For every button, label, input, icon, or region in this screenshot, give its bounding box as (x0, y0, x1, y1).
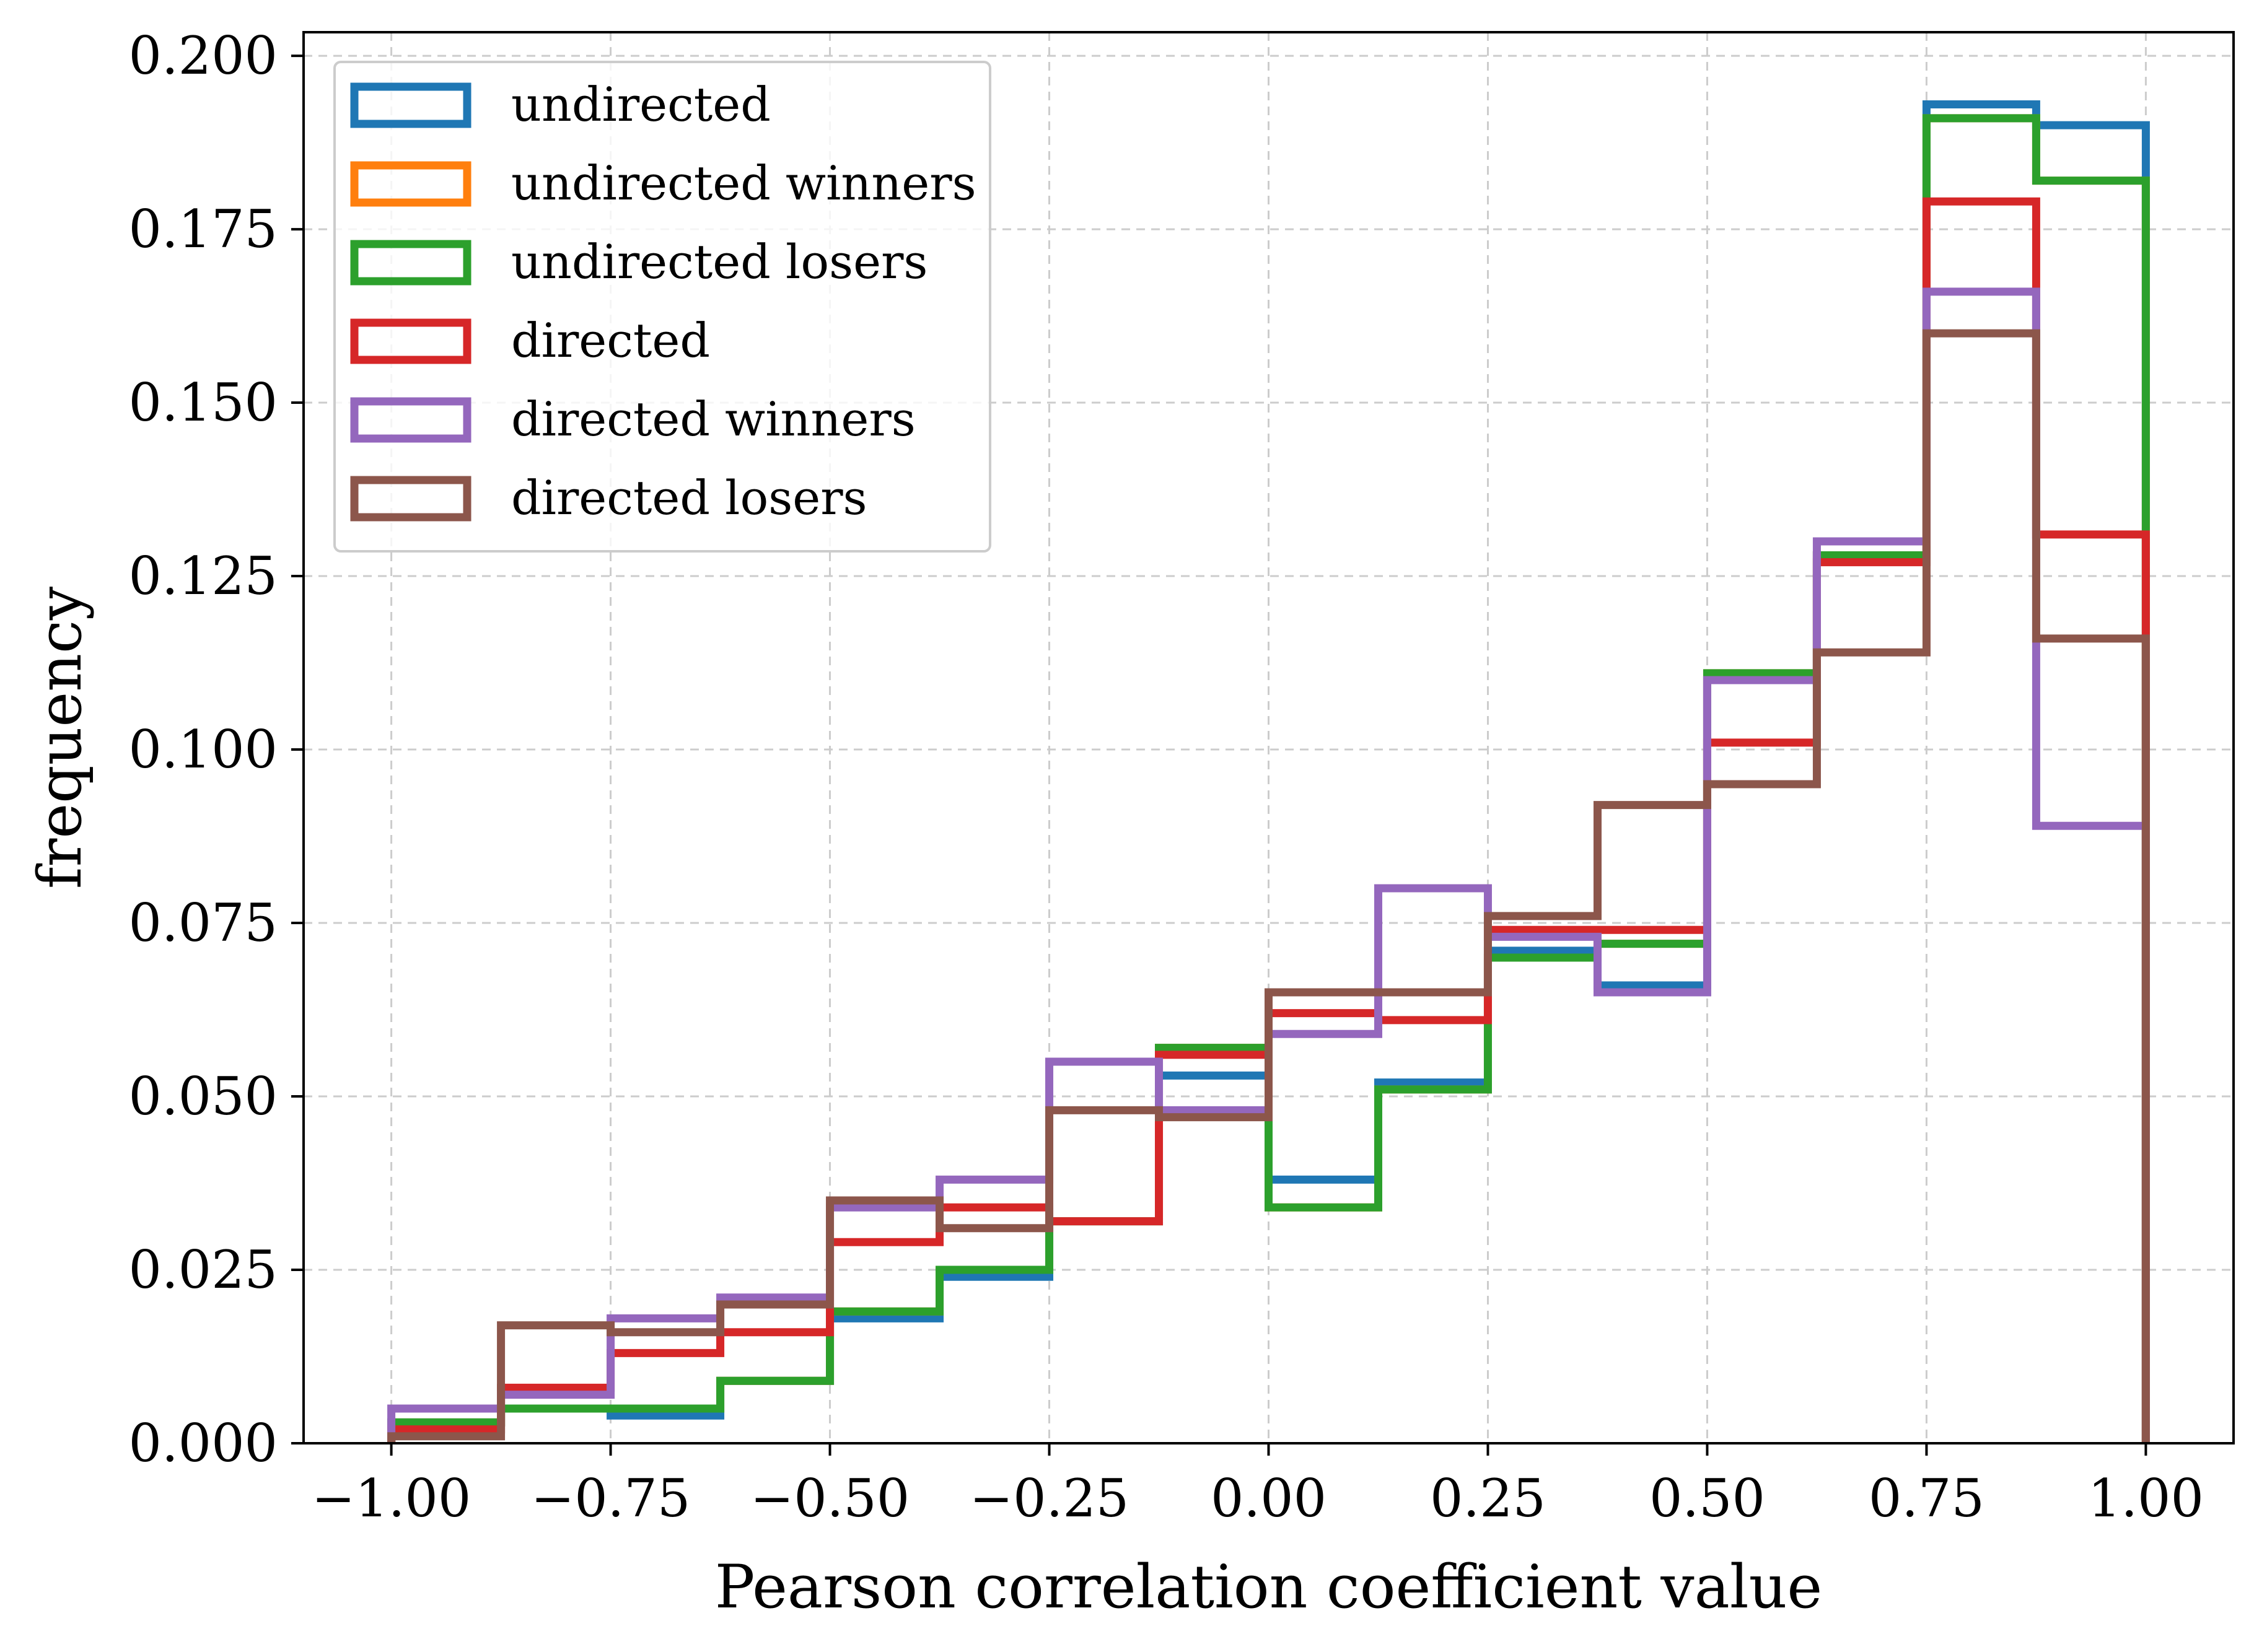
x-tick-label: 0.00 (1211, 1468, 1327, 1529)
legend-swatch (350, 240, 471, 286)
y-tick-label: 0.150 (129, 372, 278, 433)
x-tick-label: 0.75 (1869, 1468, 1984, 1529)
legend-swatch (350, 476, 471, 522)
x-tick-label: 1.00 (2088, 1468, 2204, 1529)
legend-label: directed (511, 313, 710, 368)
legend-label: directed losers (511, 470, 867, 525)
x-tick-label: −1.00 (312, 1468, 471, 1529)
x-tick-label: 0.25 (1430, 1468, 1546, 1529)
x-axis-label: Pearson correlation coefficient value (715, 1552, 1822, 1622)
legend-label: undirected losers (511, 234, 927, 289)
y-tick-label: 0.100 (129, 719, 278, 780)
legend-swatch (350, 397, 471, 443)
legend-label: undirected winners (511, 155, 976, 211)
x-tick-label: 0.50 (1649, 1468, 1765, 1529)
x-tick-label: −0.50 (750, 1468, 910, 1529)
legend-swatch (350, 161, 471, 207)
histogram-step-line (387, 114, 2150, 1443)
y-axis-label: frequency (25, 587, 95, 889)
axis-ticks: −1.00 −0.75 −0.50 −0.25 0.00 0.25 0.50 0.75 1.00… (129, 25, 2204, 1529)
x-tick-label: −0.75 (531, 1468, 690, 1529)
legend-label: undirected (511, 77, 771, 132)
legend-box (333, 61, 991, 553)
legend-label: directed winners (511, 391, 916, 447)
legend-swatch (350, 82, 471, 128)
legend-items: undirected undirected winners undirected l… (350, 77, 976, 525)
y-tick-label: 0.125 (129, 546, 278, 606)
y-tick-label: 0.025 (129, 1239, 278, 1300)
legend: undirected undirected winners undirected l… (333, 61, 991, 553)
histogram-series (387, 100, 2150, 1443)
y-tick-label: 0.200 (129, 25, 278, 86)
y-tick-label: 0.000 (129, 1413, 278, 1474)
x-tick-label: −0.25 (970, 1468, 1129, 1529)
legend-swatch (350, 318, 471, 364)
y-tick-label: 0.050 (129, 1066, 278, 1127)
y-tick-label: 0.075 (129, 893, 278, 953)
histogram-step-line (387, 329, 2150, 1443)
y-tick-label: 0.175 (129, 199, 278, 260)
